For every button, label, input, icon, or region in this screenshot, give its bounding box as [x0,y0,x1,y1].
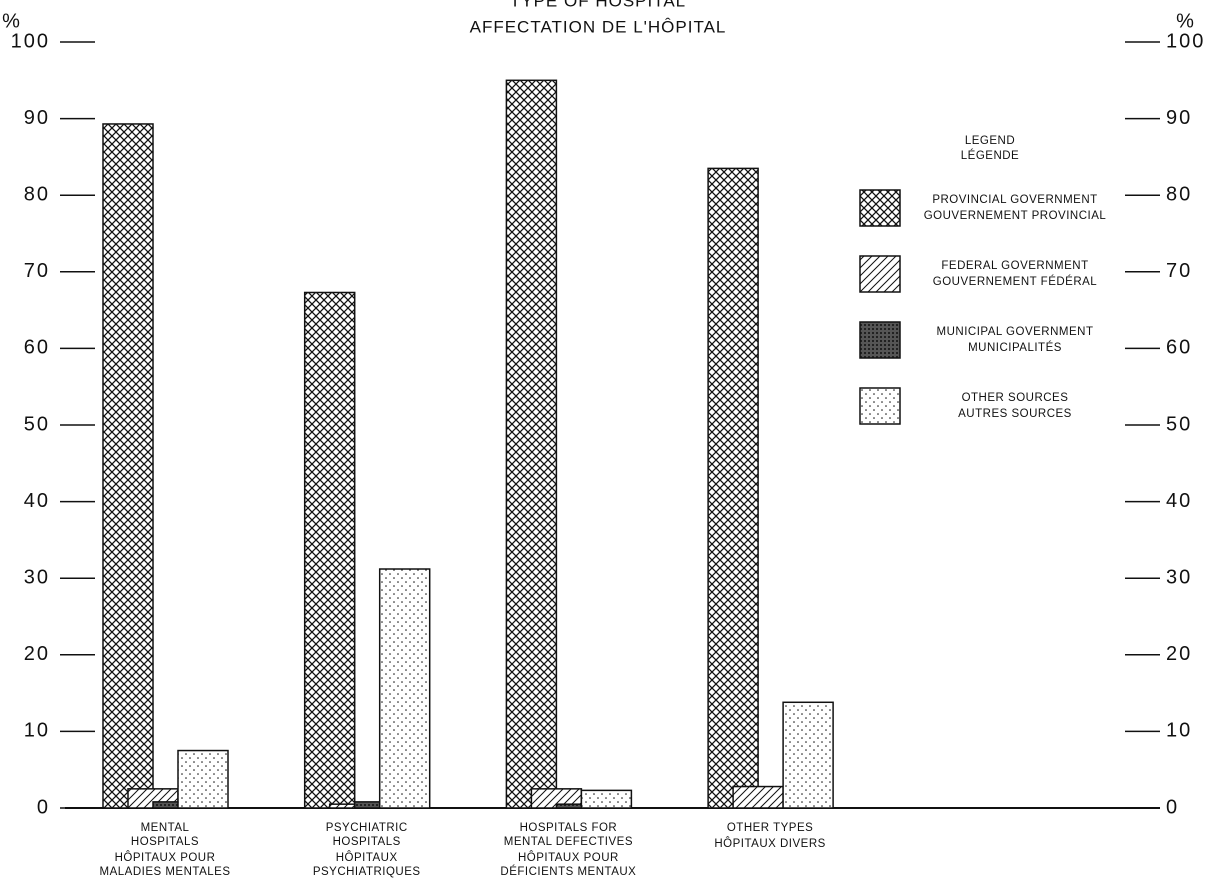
y-tick-label: 100 [11,30,50,52]
chart-subtitle: AFFECTATION DE L'HÔPITAL [470,17,727,36]
x-tick-label: DÉFICIENTS MENTAUX [500,865,636,878]
y2-tick-label: 90 [1166,107,1192,129]
legend-label: MUNICIPAL GOVERNMENT [937,326,1094,338]
y-tick-label: 90 [24,107,50,129]
y2-tick-label: 30 [1166,566,1192,588]
legend-swatch [859,387,901,425]
legend-label: PROVINCIAL GOVERNMENT [932,194,1097,206]
x-tick-label: HÔPITAUX POUR [115,851,216,864]
x-tick-label: HOSPITALS FOR [520,822,618,834]
bar [378,568,431,809]
y2-tick-label: 80 [1166,183,1192,205]
legend-label: GOUVERNEMENT PROVINCIAL [924,210,1107,222]
y2-tick-label: 10 [1166,720,1192,742]
legend-swatch [859,321,901,359]
legend-label: AUTRES SOURCES [958,408,1072,420]
y2-tick-label: 40 [1166,490,1192,512]
legend-swatch [859,255,901,293]
x-tick-label: MENTAL [141,822,190,834]
bar [580,789,633,809]
bar [303,291,356,809]
y-tick-label: 80 [24,183,50,205]
x-tick-label: HOSPITALS [131,836,199,848]
x-tick-label: OTHER TYPES [727,822,813,834]
y2-tick-label: 20 [1166,643,1192,665]
y-tick-label: 70 [24,260,50,282]
y-tick-label: 20 [24,643,50,665]
y-tick-label: 60 [24,337,50,359]
x-tick-label: HÔPITAUX POUR [518,851,619,864]
legend-label: GOUVERNEMENT FÉDÉRAL [933,275,1098,288]
legend-label: FEDERAL GOVERNMENT [941,260,1088,272]
y2-tick-label: 70 [1166,260,1192,282]
y2-axis-label: % [1176,10,1196,32]
legend-label: MUNICIPALITÉS [968,341,1062,354]
bar [177,749,229,809]
x-tick-label: MALADIES MENTALES [100,866,231,878]
legend-swatch [859,189,901,227]
y2-tick-label: 0 [1166,796,1179,818]
x-tick-label: MENTAL DEFECTIVES [504,836,633,848]
y2-tick-label: 100 [1166,30,1205,52]
y2-tick-label: 60 [1166,337,1192,359]
bar [732,785,784,809]
x-tick-label: PSYCHIATRIQUES [313,866,421,878]
y-tick-label: 10 [24,720,50,742]
legend-title: LÉGENDE [961,149,1019,162]
x-tick-label: HÔPITAUX [336,851,398,864]
y-tick-label: 40 [24,490,50,512]
legend-label: OTHER SOURCES [962,392,1069,404]
y-axis-label: % [2,10,22,32]
bar [102,123,154,809]
y-tick-label: 0 [37,796,50,818]
x-tick-label: PSYCHIATRIC [326,822,408,834]
legend-title: LEGEND [965,135,1015,147]
y2-tick-label: 50 [1166,413,1192,435]
y-tick-label: 50 [24,413,50,435]
x-tick-label: HOSPITALS [333,836,401,848]
bar [782,701,834,809]
y-tick-label: 30 [24,566,50,588]
x-tick-label: HÔPITAUX DIVERS [714,837,825,850]
chart-title: TYPE OF HOSPITAL [510,0,686,10]
bar [505,79,558,809]
bar [707,167,759,809]
